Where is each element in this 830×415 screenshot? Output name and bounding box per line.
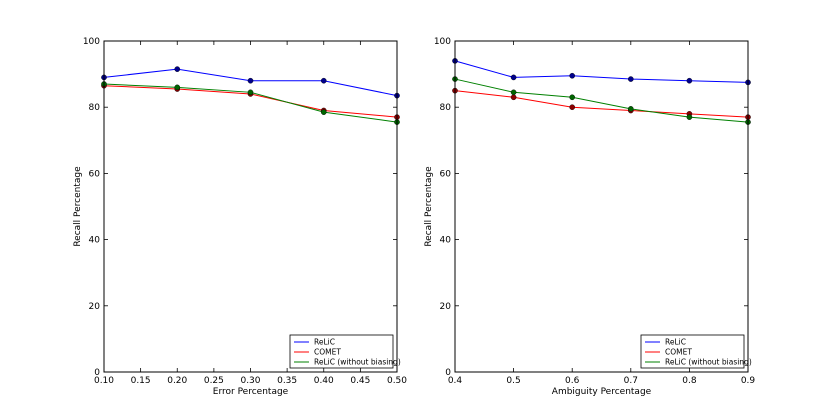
chart-1: 0.10 0.15 0.20 0.25 0.30 0.35 0.40 0.45 0.50 0 20 4… <box>73 37 407 397</box>
plot-frame <box>454 40 749 373</box>
x-tick-label: 0.20 <box>167 376 187 386</box>
data-point-s1-3 <box>247 77 254 84</box>
data-point-s3-4 <box>320 109 327 115</box>
series-line-2 <box>454 90 749 118</box>
x-tick-label: 0.9 <box>741 376 756 386</box>
y-tick-label: 0 <box>445 368 451 378</box>
data-point-s3-4 <box>628 106 634 112</box>
y-tick-label: 40 <box>89 236 101 246</box>
data-point-s2-2 <box>510 94 517 101</box>
x-tick-label: 0.4 <box>448 376 463 386</box>
x-axis-label: Error Percentage <box>213 387 289 397</box>
y-tick-label: 60 <box>440 169 452 179</box>
x-tick-label: 0.5 <box>506 376 520 386</box>
legend-label: ReLiC <box>665 338 686 347</box>
legend-label: ReLiC (without biasing) <box>665 358 752 367</box>
data-point-s2-3 <box>569 104 576 110</box>
y-tick-label: 20 <box>89 302 101 312</box>
data-point-s3-2 <box>510 89 517 96</box>
x-tick-label: 0.7 <box>624 376 638 386</box>
legend-label: COMET <box>665 348 692 357</box>
data-point-s3-2 <box>174 84 181 91</box>
data-point-s1-4 <box>320 77 327 84</box>
y-tick-label: 100 <box>83 37 100 47</box>
data-point-s3-3 <box>569 94 576 101</box>
x-axis-label: Ambiguity Percentage <box>552 387 652 397</box>
chart-2: 0.4 0.5 0.6 0.7 0.8 0.9 0 20 40 60 80 100 Ambiguity … <box>424 37 755 397</box>
x-tick-label: 0.40 <box>314 376 334 386</box>
legend-label: ReLiC <box>314 338 335 347</box>
x-tick-label: 0.10 <box>94 376 114 386</box>
y-tick-label: 80 <box>440 103 452 113</box>
legend-label: ReLiC (without biasing) <box>314 358 401 367</box>
y-tick-label: 0 <box>94 368 100 378</box>
y-tick-label: 40 <box>440 236 452 246</box>
data-point-s1-3 <box>569 72 576 79</box>
series-line-3 <box>454 78 749 123</box>
y-axis-label: Recall Percentage <box>424 166 434 247</box>
y-tick-label: 80 <box>89 103 101 113</box>
data-point-s1-2 <box>174 66 181 72</box>
data-point-s3-5 <box>686 114 693 120</box>
data-point-s3-3 <box>247 89 254 96</box>
legend-label: COMET <box>314 348 341 357</box>
x-tick-label: 0.50 <box>387 376 407 386</box>
y-tick-label: 60 <box>89 169 101 179</box>
data-point-s1-4 <box>628 76 634 82</box>
data-point-s1-5 <box>686 77 693 84</box>
y-tick-label: 100 <box>434 37 451 47</box>
x-tick-label: 0.6 <box>565 376 580 386</box>
y-tick-label: 20 <box>440 302 452 312</box>
x-tick-label: 0.35 <box>277 376 297 386</box>
x-tick-label: 0.25 <box>204 376 224 386</box>
series-line-1 <box>454 60 749 83</box>
y-axis-label: Recall Percentage <box>73 166 83 247</box>
data-point-s1-2 <box>510 74 517 81</box>
x-tick-label: 0.8 <box>682 376 697 386</box>
x-tick-label: 0.45 <box>350 376 370 386</box>
x-tick-label: 0.15 <box>131 376 151 386</box>
x-tick-label: 0.30 <box>240 376 260 386</box>
